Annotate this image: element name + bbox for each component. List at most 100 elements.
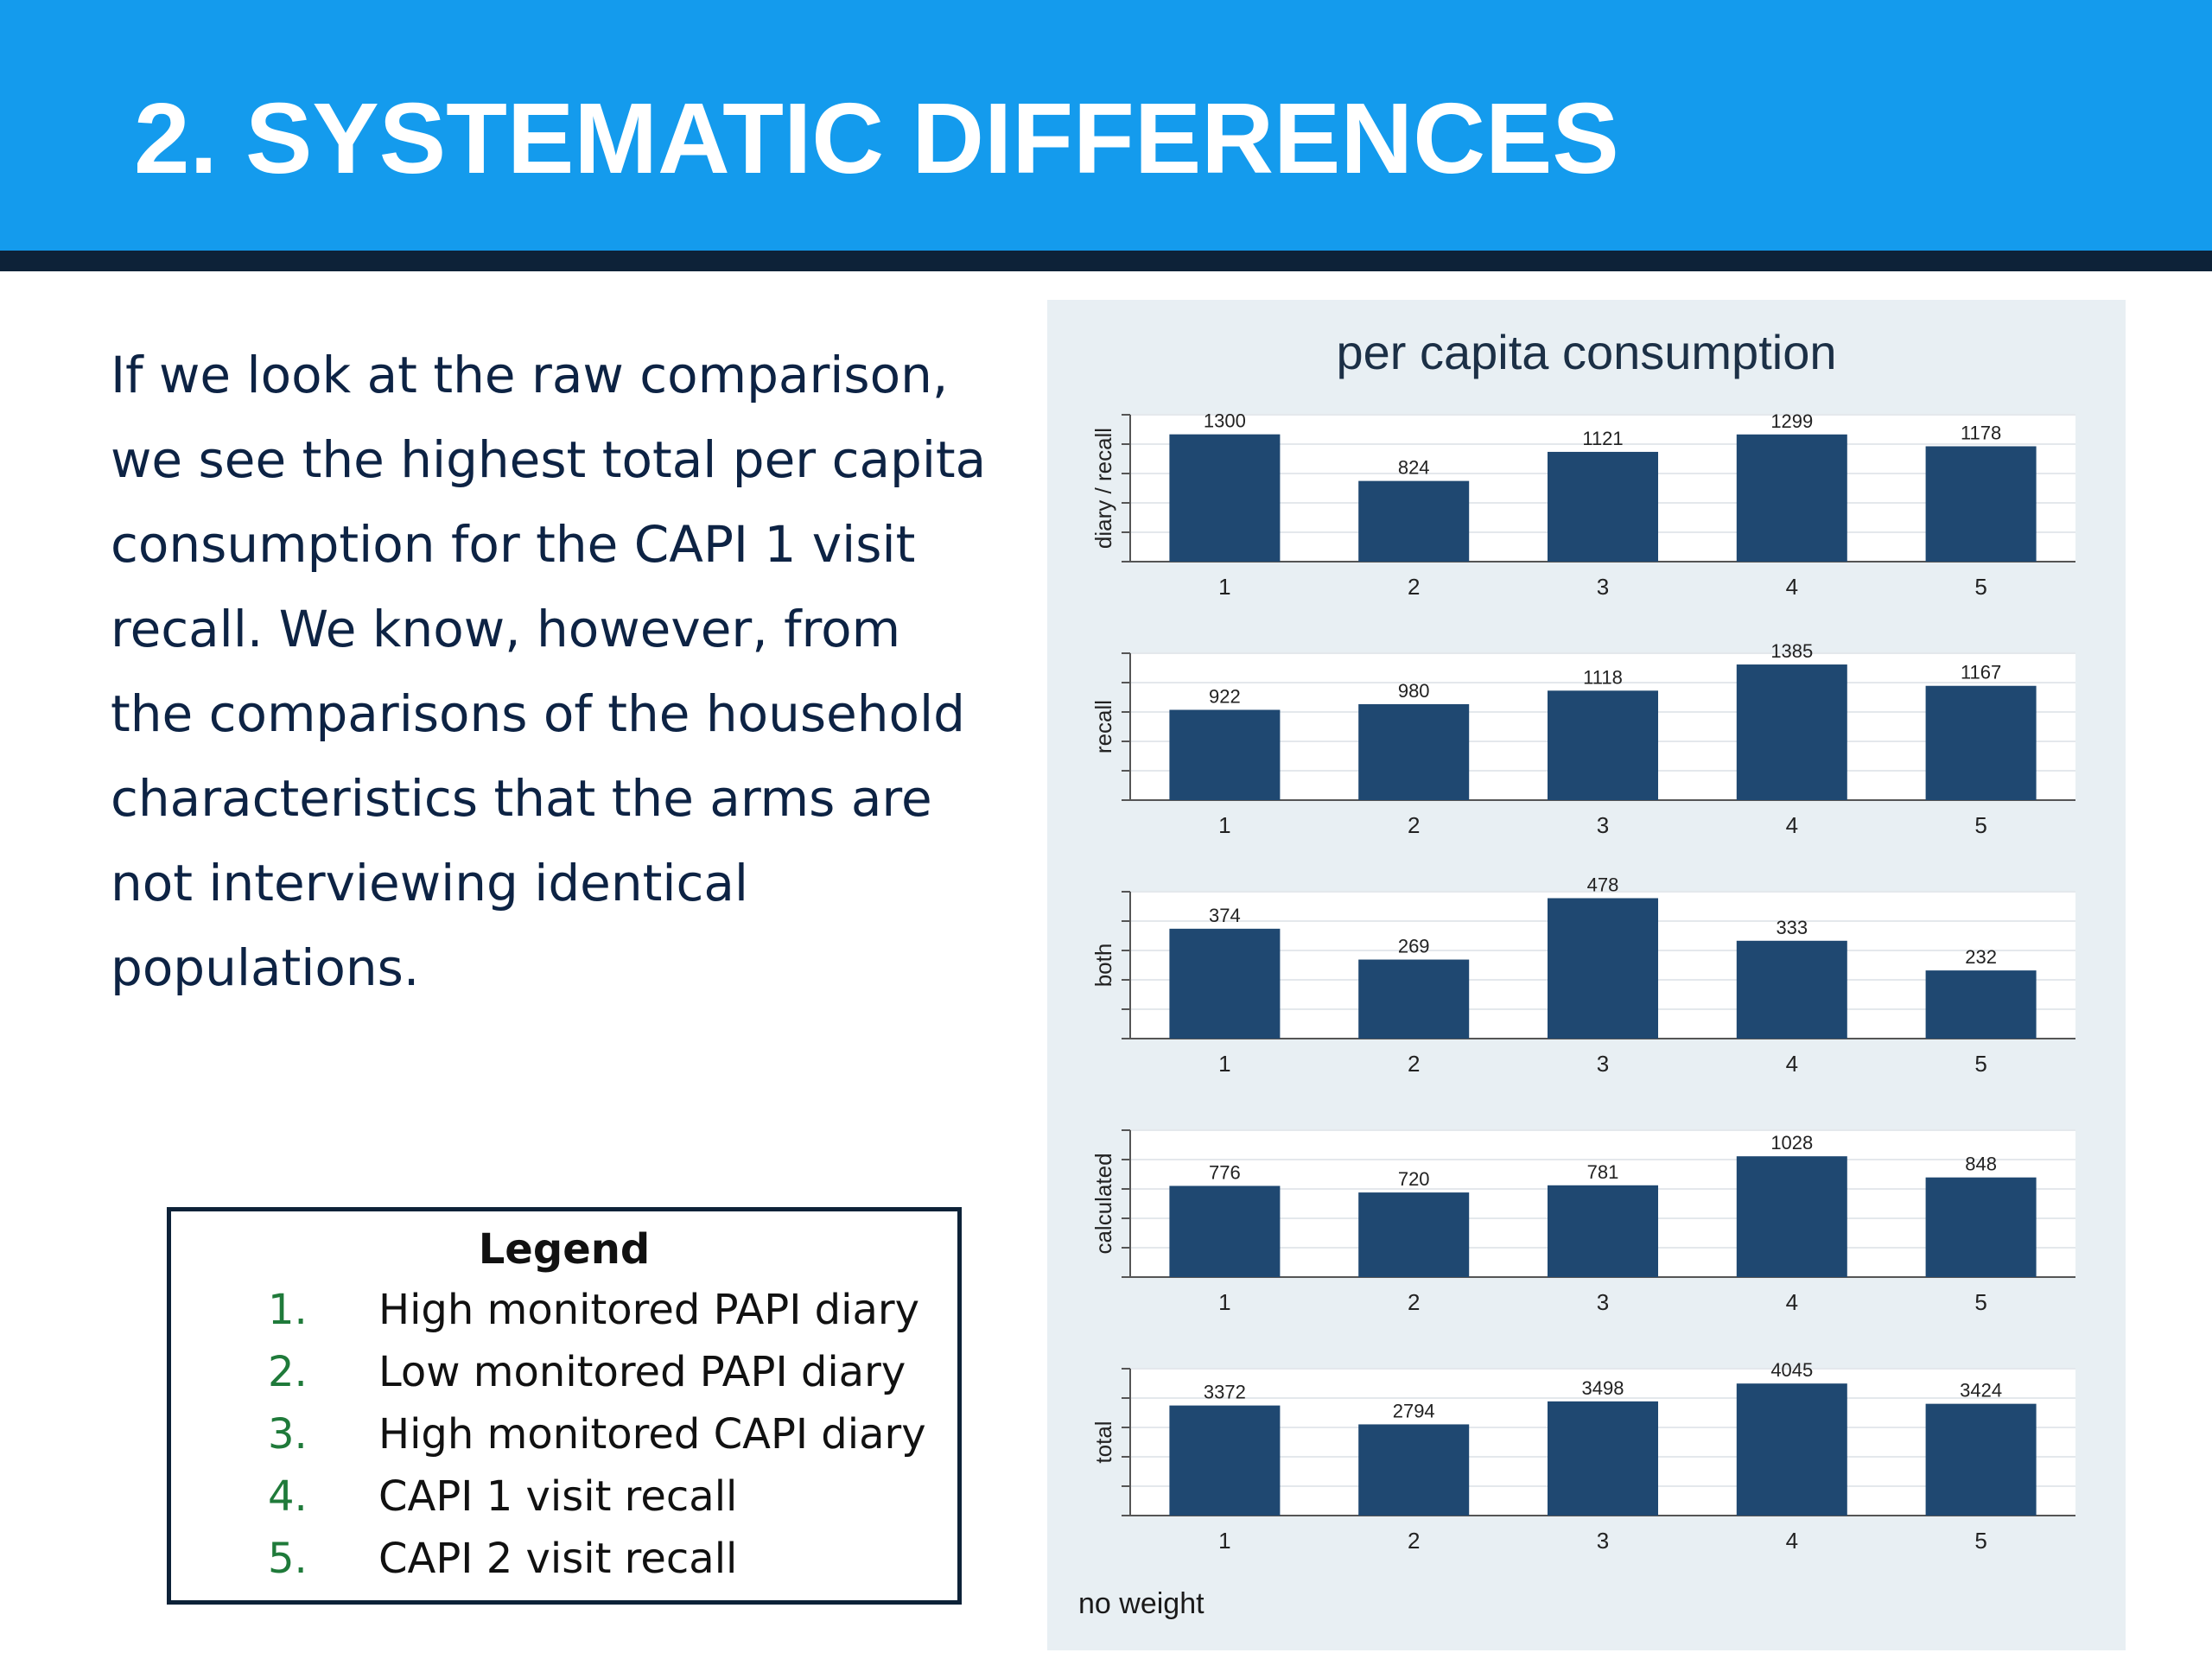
x-tick-label: 5	[1974, 812, 1986, 838]
bar	[1736, 434, 1847, 562]
legend-number: 5.	[268, 1535, 308, 1583]
y-axis-label: calculated	[1090, 1153, 1116, 1254]
x-tick-label: 5	[1974, 1528, 1986, 1554]
x-tick-label: 5	[1974, 574, 1986, 600]
bar	[1548, 690, 1658, 800]
bar	[1548, 1185, 1658, 1277]
data-label: 478	[1587, 874, 1619, 895]
data-label: 333	[1776, 917, 1808, 938]
body-line: characteristics that the arms are	[111, 769, 932, 828]
x-tick-label: 4	[1786, 812, 1798, 838]
chart-svg: per capita consumption no weight diary /…	[1078, 325, 2075, 1620]
body-line: we see the highest total per capita	[111, 430, 987, 489]
y-axis-label: diary / recall	[1090, 428, 1116, 549]
chart-title: per capita consumption	[1336, 325, 1836, 379]
x-tick-label: 1	[1218, 1289, 1230, 1315]
y-axis-label: recall	[1090, 700, 1116, 753]
x-tick-label: 4	[1786, 1528, 1798, 1554]
legend-number: 1.	[268, 1286, 308, 1334]
bar	[1358, 703, 1470, 800]
bar	[1169, 434, 1281, 562]
bar	[1358, 1424, 1470, 1516]
data-label: 374	[1209, 905, 1241, 926]
bar	[1925, 970, 2037, 1039]
data-label: 4045	[1770, 1359, 1813, 1381]
body-line: consumption for the CAPI 1 visit	[111, 515, 916, 574]
data-label: 1121	[1582, 428, 1623, 449]
legend-box: Legend 1. High monitored PAPI diary 2. L…	[167, 1207, 962, 1605]
bar	[1548, 898, 1658, 1039]
data-label: 3498	[1582, 1377, 1624, 1399]
legend-label: Low monitored PAPI diary	[378, 1348, 906, 1396]
data-label: 1385	[1770, 640, 1813, 662]
chart-panel: per capita consumption no weight diary /…	[1047, 300, 2126, 1650]
body-line: recall. We know, however, from	[111, 600, 901, 658]
bar	[1736, 1156, 1847, 1277]
x-tick-label: 1	[1218, 1051, 1230, 1077]
data-label: 1299	[1770, 410, 1813, 432]
data-label: 776	[1209, 1161, 1241, 1183]
x-tick-label: 3	[1597, 1289, 1609, 1315]
data-label: 980	[1398, 680, 1430, 702]
body-text: If we look at the raw comparison, we see…	[111, 333, 1018, 1010]
x-tick-label: 3	[1597, 574, 1609, 600]
y-axis-label: total	[1090, 1421, 1116, 1463]
bar	[1736, 664, 1847, 800]
x-tick-label: 4	[1786, 1051, 1798, 1077]
bar	[1925, 446, 2037, 562]
legend-label: CAPI 1 visit recall	[378, 1472, 738, 1521]
bar	[1925, 685, 2037, 800]
data-label: 3372	[1204, 1382, 1246, 1403]
data-label: 232	[1965, 946, 1997, 968]
x-tick-label: 4	[1786, 1289, 1798, 1315]
bar	[1736, 1383, 1847, 1516]
data-label: 848	[1965, 1154, 1997, 1175]
x-tick-label: 2	[1408, 1051, 1420, 1077]
legend-title: Legend	[478, 1225, 651, 1274]
header-bar	[0, 0, 2212, 251]
data-label: 2794	[1393, 1400, 1435, 1421]
data-label: 1118	[1583, 666, 1623, 688]
x-tick-label: 5	[1974, 1289, 1986, 1315]
data-label: 3424	[1960, 1380, 2002, 1402]
legend-label: CAPI 2 visit recall	[378, 1535, 738, 1583]
bar	[1358, 959, 1470, 1039]
x-tick-label: 1	[1218, 574, 1230, 600]
bar	[1548, 1401, 1658, 1516]
bar	[1925, 1177, 2037, 1277]
data-label: 1028	[1770, 1132, 1813, 1154]
data-label: 824	[1398, 457, 1430, 479]
bar	[1358, 1192, 1470, 1277]
x-tick-label: 5	[1974, 1051, 1986, 1077]
chart-note: no weight	[1078, 1587, 1205, 1620]
data-label: 720	[1398, 1168, 1430, 1190]
bar	[1169, 1405, 1281, 1516]
x-tick-label: 1	[1218, 1528, 1230, 1554]
legend-number: 2.	[268, 1348, 308, 1396]
legend-label: High monitored PAPI diary	[378, 1286, 920, 1334]
x-tick-label: 1	[1218, 812, 1230, 838]
bar	[1169, 928, 1281, 1039]
slide-title: 2. SYSTEMATIC DIFFERENCES	[134, 82, 1619, 194]
body-line: the comparisons of the household	[111, 684, 965, 743]
bar	[1169, 709, 1281, 800]
x-tick-label: 2	[1408, 1528, 1420, 1554]
x-tick-label: 3	[1597, 1528, 1609, 1554]
x-tick-label: 2	[1408, 1289, 1420, 1315]
x-tick-label: 4	[1786, 574, 1798, 600]
y-axis-label: both	[1090, 944, 1116, 988]
x-tick-label: 2	[1408, 812, 1420, 838]
bar	[1358, 480, 1470, 562]
body-line: If we look at the raw comparison,	[111, 346, 949, 404]
bar	[1736, 940, 1847, 1039]
data-label: 1178	[1961, 422, 2001, 443]
body-line: populations.	[111, 938, 420, 997]
legend-number: 4.	[268, 1472, 308, 1521]
bar	[1169, 1185, 1281, 1277]
header-rule	[0, 251, 2212, 271]
x-tick-label: 2	[1408, 574, 1420, 600]
data-label: 269	[1398, 936, 1430, 957]
legend-number: 3.	[268, 1410, 308, 1459]
body-line: not interviewing identical	[111, 854, 749, 912]
bar	[1548, 451, 1658, 562]
